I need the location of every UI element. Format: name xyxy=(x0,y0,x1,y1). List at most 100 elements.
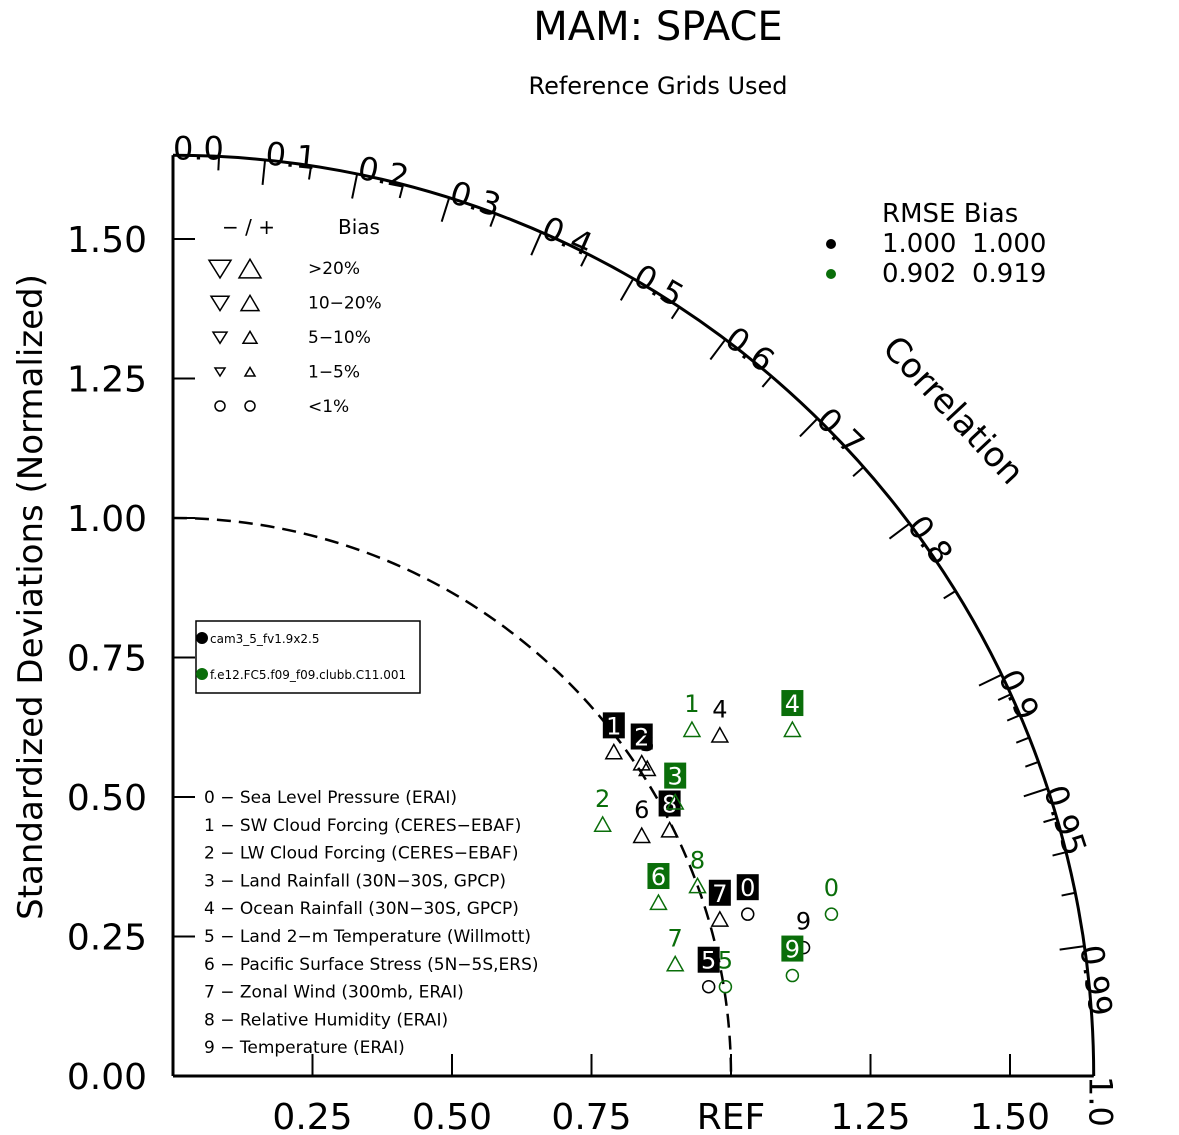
correlation-tick-mark xyxy=(619,278,635,301)
data-point-label: 0 xyxy=(824,874,839,902)
reference-arc xyxy=(172,516,733,1077)
correlation-tick-label: 0.3 xyxy=(446,173,506,225)
correlation-tick-mark xyxy=(978,673,1003,687)
bias-key-tri-up xyxy=(243,366,257,377)
variable-list-item: 4 − Ocean Rainfall (30N−30S, GPCP) xyxy=(204,899,519,919)
correlation-tick-label: 0.95 xyxy=(1036,780,1094,860)
model-legend-marker xyxy=(196,668,208,680)
correlation-tick-label: 0.1 xyxy=(264,134,318,177)
summary-bias: 1.000 xyxy=(972,229,1046,259)
data-point-label: 2 xyxy=(634,724,649,752)
variable-list-item: 5 − Land 2−m Temperature (Willmott) xyxy=(204,927,531,947)
correlation-tick-label: 0.2 xyxy=(355,149,412,196)
data-point: 0 xyxy=(824,874,839,921)
data-point-label-box xyxy=(697,946,720,973)
data-point: 7 xyxy=(708,879,731,927)
bias-key-header: Bias xyxy=(338,215,380,239)
data-point-marker xyxy=(688,876,707,894)
correlation-tick-label: 0.0 xyxy=(173,130,224,168)
correlation-minor-tick xyxy=(1052,851,1067,857)
correlation-minor-tick xyxy=(1061,891,1076,897)
bias-key-label: 5−10% xyxy=(308,328,371,348)
summary-table-header: RMSE Bias xyxy=(882,199,1018,229)
variable-list-item: 8 − Relative Humidity (ERAI) xyxy=(204,1010,448,1030)
y-tick-label: 1.25 xyxy=(67,360,147,401)
correlation-minor-tick xyxy=(943,590,957,600)
correlation-tick-mark xyxy=(351,173,359,199)
y-tick-label: 0.75 xyxy=(67,639,147,680)
data-point-marker xyxy=(632,753,651,771)
data-point-marker xyxy=(740,907,755,921)
summary-bias: 0.919 xyxy=(972,259,1046,289)
x-tick-label: 1.50 xyxy=(970,1097,1050,1135)
data-point-label: 5 xyxy=(718,947,733,975)
data-point-marker xyxy=(785,968,800,983)
bias-key-tri-down xyxy=(211,331,229,345)
variable-list-item: 1 − SW Cloud Forcing (CERES−EBAF) xyxy=(204,816,521,836)
ref-label: REF xyxy=(697,1097,765,1135)
correlation-minor-tick xyxy=(308,165,313,180)
y-axis-label: Standardized Deviations (Normalized) xyxy=(11,274,51,920)
variable-list-item: 3 − Land Rainfall (30N−30S, GPCP) xyxy=(204,871,506,891)
correlation-tick-label: 0.99 xyxy=(1072,942,1120,1018)
data-point-marker xyxy=(710,910,730,927)
data-point: 6 xyxy=(632,796,651,844)
tick-labels: 0.000.250.500.751.001.251.500.25 0.50 0.75… xyxy=(67,220,1050,1135)
data-point: 8 xyxy=(688,846,707,894)
data-point-label: 6 xyxy=(634,796,649,824)
correlation-minor-tick xyxy=(761,375,773,388)
data-point-marker xyxy=(824,907,839,921)
model-legend-box xyxy=(195,620,421,694)
correlation-tick-mark xyxy=(709,338,727,361)
correlation-tick-mark xyxy=(261,159,267,185)
correlation-minor-tick xyxy=(1006,714,1021,722)
data-point-marker xyxy=(632,826,651,844)
correlation-tick-mark xyxy=(440,197,451,222)
data-point-marker xyxy=(604,742,624,760)
correlation-tick-label: 1.0 xyxy=(1081,1076,1119,1127)
bias-key-label: >20% xyxy=(308,259,360,279)
data-point: 5 xyxy=(697,946,720,994)
variable-list: 0 − Sea Level Pressure (ERAI) 1 − SW Clou… xyxy=(204,788,539,1058)
correlation-minor-tick xyxy=(398,184,405,199)
data-point-label: 9 xyxy=(796,908,811,936)
outer-arc xyxy=(172,153,1096,1077)
bias-key-tri-up xyxy=(241,329,259,345)
data-point-label: 4 xyxy=(712,696,727,724)
data-point: 5 xyxy=(718,947,733,994)
bias-key-label: <1% xyxy=(308,397,349,417)
summary-rmse: 0.902 xyxy=(882,259,956,289)
data-point-label-box xyxy=(781,935,804,962)
correlation-tick-label: 0.6 xyxy=(718,319,782,380)
data-point-label-box xyxy=(664,762,687,789)
chart-title: MAM: SPACE xyxy=(533,4,782,50)
data-point: 4 xyxy=(710,696,730,743)
data-point-label: 3 xyxy=(640,729,655,757)
data-point-label: 1 xyxy=(684,690,699,718)
data-point: 7 xyxy=(665,924,685,972)
correlation-tick-mark xyxy=(530,231,543,256)
x-tick-label: 0.25 xyxy=(272,1097,352,1135)
bias-key-tri-down xyxy=(207,259,233,280)
y-tick-label: 1.50 xyxy=(67,220,147,261)
correlation-label: Correlation xyxy=(874,328,1031,492)
correlation-minor-tick xyxy=(997,693,1012,701)
model-legend-name: cam3_5_fv1.9x2.5 xyxy=(210,632,320,646)
correlation-tick-label: 0.9 xyxy=(991,663,1047,725)
data-point: 3 xyxy=(664,762,687,810)
correlation-tick-mark xyxy=(799,417,819,438)
model-legend-marker xyxy=(196,632,208,644)
summary-row-marker xyxy=(826,239,836,249)
bias-key-tri-down xyxy=(209,295,231,313)
correlation-minor-tick xyxy=(217,156,221,171)
data-point-marker xyxy=(710,726,730,743)
correlation-tick-mark xyxy=(1023,787,1048,798)
correlation-minor-tick xyxy=(580,253,589,267)
data-point-label: 5 xyxy=(701,947,716,975)
bias-key-signs: − / + xyxy=(222,215,275,239)
y-tick-label: 0.50 xyxy=(67,778,147,819)
data-point: 9 xyxy=(781,935,804,983)
